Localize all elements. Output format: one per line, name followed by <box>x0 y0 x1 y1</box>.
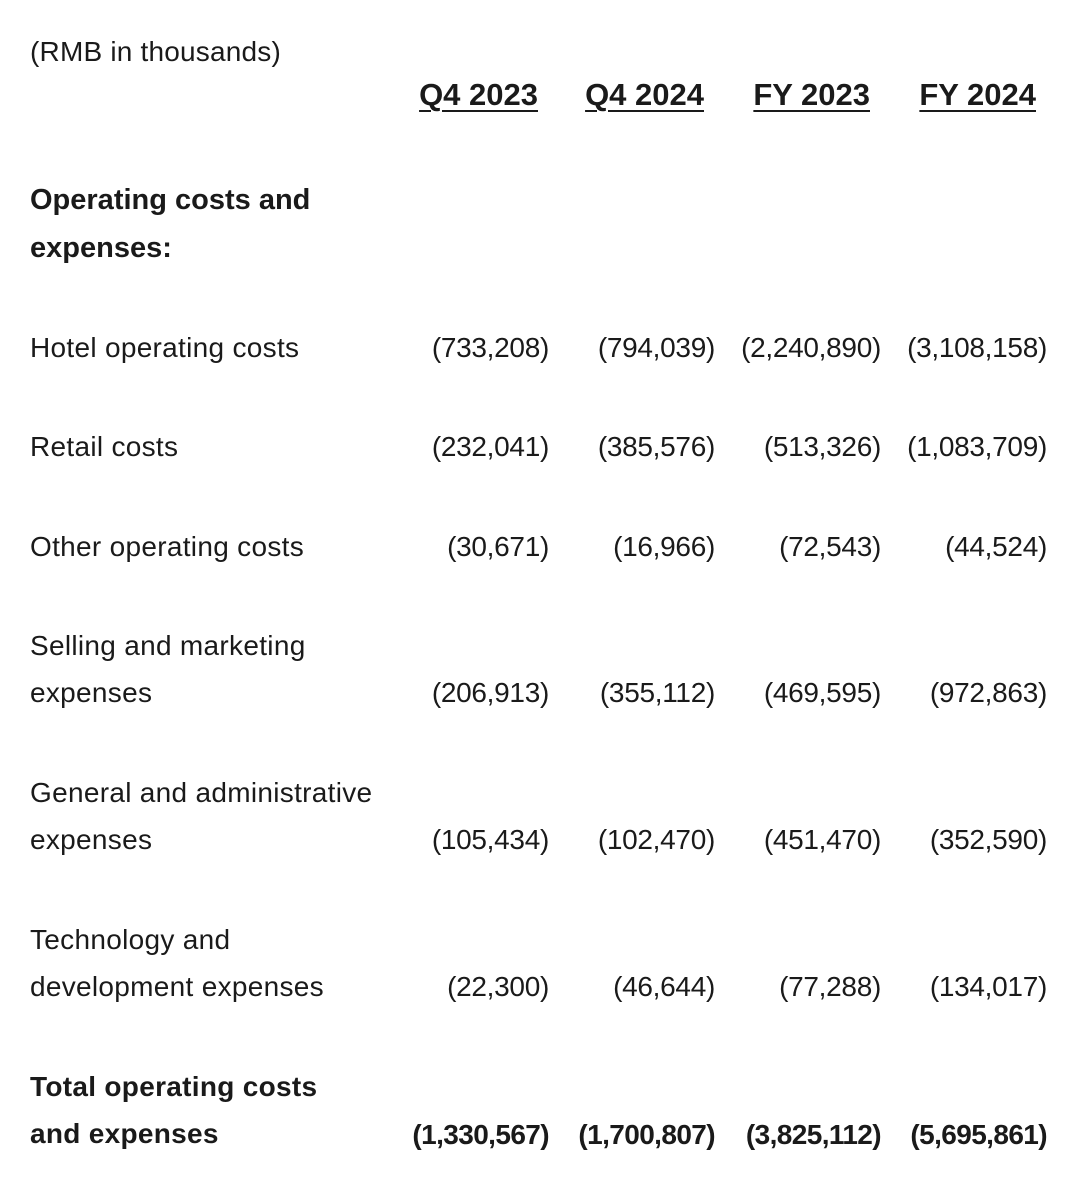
column-header-q4-2024: Q4 2024 <box>585 77 704 112</box>
row-label: Hotel operating costs <box>30 332 300 363</box>
column-header-fy-2023: FY 2023 <box>753 77 870 112</box>
row-value: (3,108,158) <box>907 332 1047 363</box>
row-value: (469,595) <box>763 677 881 708</box>
column-header-q4-2023: Q4 2023 <box>419 77 538 112</box>
row-value: (513,326) <box>763 431 881 462</box>
row-value: (46,644) <box>613 971 715 1002</box>
row-value: (385,576) <box>597 431 715 462</box>
row-value: (355,112) <box>599 677 715 708</box>
section-title: Operating costs and expenses: <box>30 184 311 264</box>
row-value: (451,470) <box>763 824 881 855</box>
row-value: (1,083,709) <box>907 431 1047 462</box>
row-value: (105,434) <box>431 824 549 855</box>
row-label: Technology and development expenses <box>30 924 324 1002</box>
row-value: (77,288) <box>779 971 881 1002</box>
row-value: (794,039) <box>597 332 715 363</box>
total-value: (5,695,861) <box>910 1119 1047 1150</box>
row-value: (972,863) <box>929 677 1047 708</box>
row-value: (44,524) <box>945 531 1047 562</box>
total-value: (1,330,567) <box>412 1119 549 1150</box>
column-header-fy-2024: FY 2024 <box>919 77 1036 112</box>
row-value: (733,208) <box>431 332 549 363</box>
row-value: (16,966) <box>613 531 715 562</box>
row-value: (232,041) <box>431 431 549 462</box>
row-value: (102,470) <box>597 824 715 855</box>
row-label: Other operating costs <box>30 531 304 562</box>
total-value: (1,700,807) <box>578 1119 715 1150</box>
row-value: (22,300) <box>447 971 549 1002</box>
total-label: Total operating costs and expenses <box>30 1071 318 1149</box>
row-value: (206,913) <box>431 677 549 708</box>
row-value: (72,543) <box>779 531 881 562</box>
unit-note: (RMB in thousands) <box>30 36 282 67</box>
row-label: Retail costs <box>30 431 179 462</box>
total-value: (3,825,112) <box>745 1119 882 1150</box>
row-value: (134,017) <box>929 971 1047 1002</box>
row-value: (30,671) <box>447 531 549 562</box>
row-value: (352,590) <box>929 824 1047 855</box>
row-value: (2,240,890) <box>741 332 881 363</box>
row-label: Selling and marketing expenses <box>30 630 306 708</box>
row-label: General and administrative expenses <box>30 777 373 855</box>
